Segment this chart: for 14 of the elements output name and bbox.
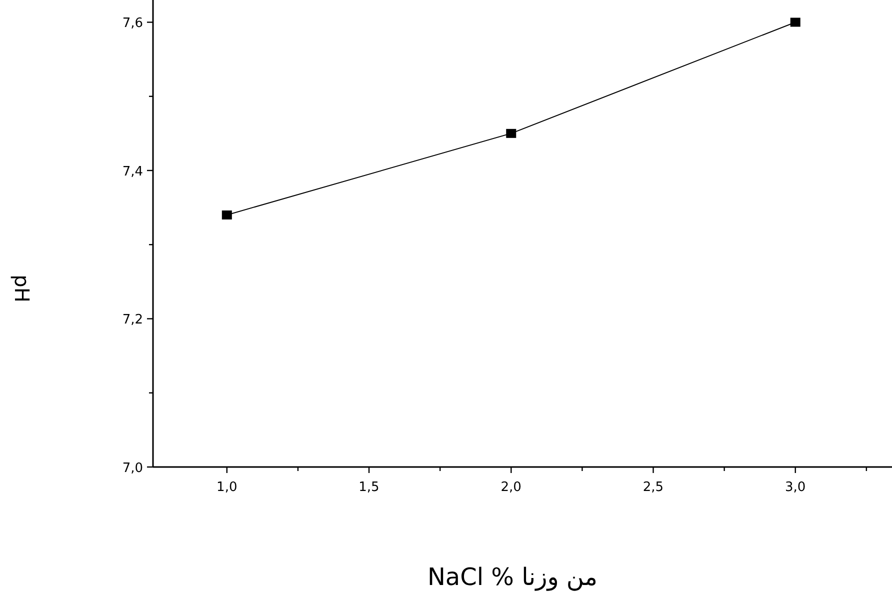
x-tick-label: 2,0 bbox=[500, 480, 522, 495]
point bbox=[222, 210, 232, 220]
y-tick-label: 7,4 bbox=[122, 164, 143, 180]
point bbox=[790, 18, 800, 27]
y-tick-label: 7,6 bbox=[122, 16, 143, 32]
y-tick-label: 7,2 bbox=[122, 312, 143, 328]
x-tick-label: 3,0 bbox=[785, 480, 806, 495]
point bbox=[506, 128, 516, 138]
x-axis-title: NaCl % من وزنا bbox=[427, 563, 598, 591]
y-axis-title: pH bbox=[10, 274, 34, 302]
y-tick-label: 7,0 bbox=[122, 461, 143, 476]
x-tick-label: 1,5 bbox=[358, 480, 380, 495]
x-tick-label: 1,0 bbox=[216, 480, 238, 495]
x-tick-label: 2,5 bbox=[642, 480, 664, 495]
